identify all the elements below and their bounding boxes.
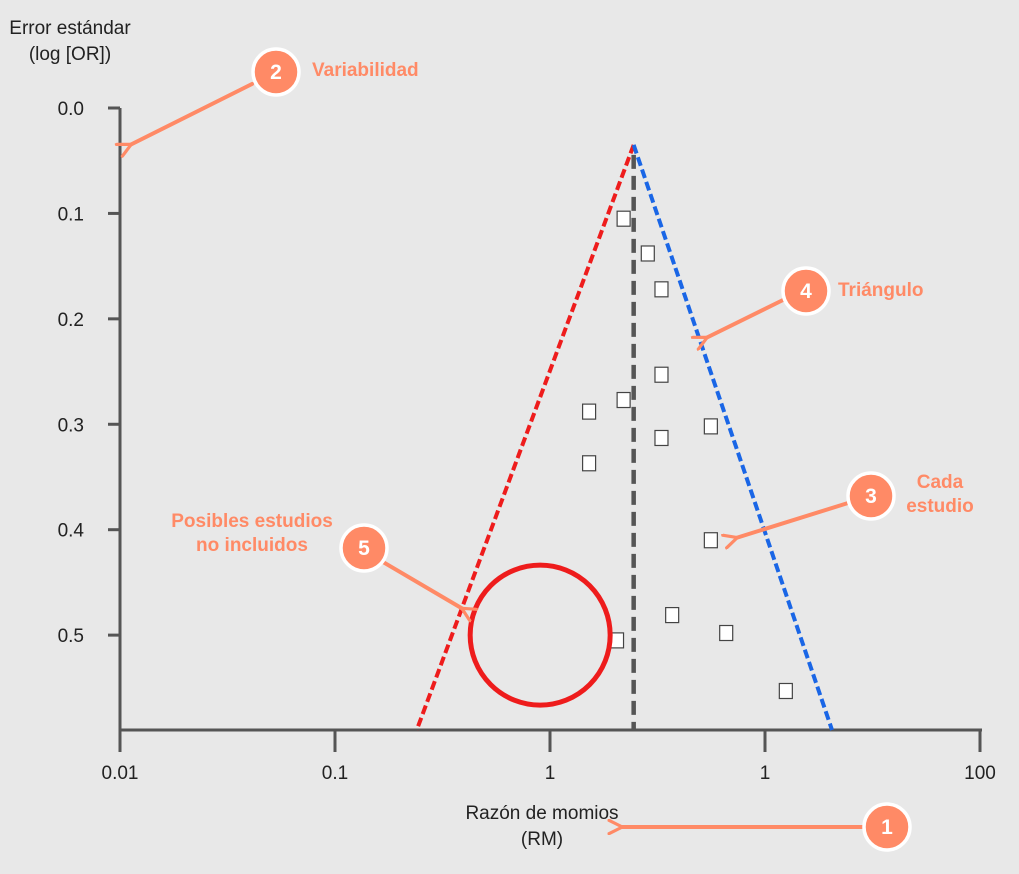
arrow-2 [130, 82, 254, 145]
annotation-arrows [130, 82, 864, 827]
x-tick-label: 100 [964, 763, 996, 784]
y-tick-label: 0.1 [58, 204, 84, 225]
study-point [654, 366, 669, 383]
study-point [665, 606, 680, 624]
badge-4-number: 4 [800, 280, 812, 303]
x-tick-label: 1 [760, 763, 771, 784]
badge-5-number: 5 [358, 537, 370, 560]
annotation-4-label: Triángulo [838, 280, 924, 301]
x-axis-title-line1: Razón de momios [465, 803, 619, 824]
arrow-3 [736, 501, 850, 538]
annotation-3-label: Cada estudio [893, 471, 987, 519]
annotation-5-label: Posibles estudios no incluidos [152, 510, 352, 558]
study-point [616, 210, 631, 227]
study-point [778, 682, 793, 700]
y-axis-title: Error estándar (log [OR]) [0, 16, 140, 68]
funnel-right-boundary [631, 144, 834, 731]
annotation-3-label-line2: estudio [906, 496, 974, 517]
y-tick-label: 0.4 [58, 521, 85, 542]
x-tick-label: 0.01 [102, 763, 139, 784]
y-tick-label: 0.0 [58, 99, 84, 120]
badge-4: 4 [781, 266, 831, 316]
x-axis-title: Razón de momios (RM) [397, 801, 687, 853]
arrow-4 [706, 298, 785, 338]
badge-3: 3 [846, 471, 896, 521]
annotation-5-label-line2: no incluidos [196, 535, 308, 556]
x-tick-label: 1 [545, 763, 556, 784]
badge-1-number: 1 [881, 816, 893, 839]
study-point [654, 281, 669, 298]
study-point [581, 455, 597, 472]
badge-5: 5 [339, 523, 389, 573]
arrow-5 [376, 557, 463, 609]
study-point [703, 532, 718, 549]
badge-2-number: 2 [270, 61, 282, 84]
annotation-5-label-line1: Posibles estudios [171, 511, 333, 532]
missing-studies-circle [467, 562, 613, 708]
y-tick-label: 0.3 [58, 415, 84, 436]
x-axis-title-line2: (RM) [520, 829, 564, 850]
study-point [703, 418, 718, 435]
study-point [616, 391, 631, 409]
badge-2: 2 [251, 47, 301, 97]
badge-3-number: 3 [865, 485, 877, 508]
y-tick-label: 0.2 [58, 310, 84, 331]
funnel-left-boundary [414, 144, 636, 731]
study-point [719, 624, 734, 642]
study-point [640, 245, 655, 262]
annotation-3-label-line1: Cada [916, 472, 964, 493]
study-point [581, 403, 597, 420]
annotation-2-label: Variabilidad [312, 60, 419, 81]
x-tick-label: 0.1 [322, 763, 348, 784]
y-axis-title-line2: (log [OR]) [28, 44, 112, 65]
study-point [654, 429, 669, 447]
y-tick-label: 0.5 [58, 626, 84, 647]
badge-1: 1 [862, 802, 912, 852]
y-axis-title-line1: Error estándar [9, 18, 131, 39]
